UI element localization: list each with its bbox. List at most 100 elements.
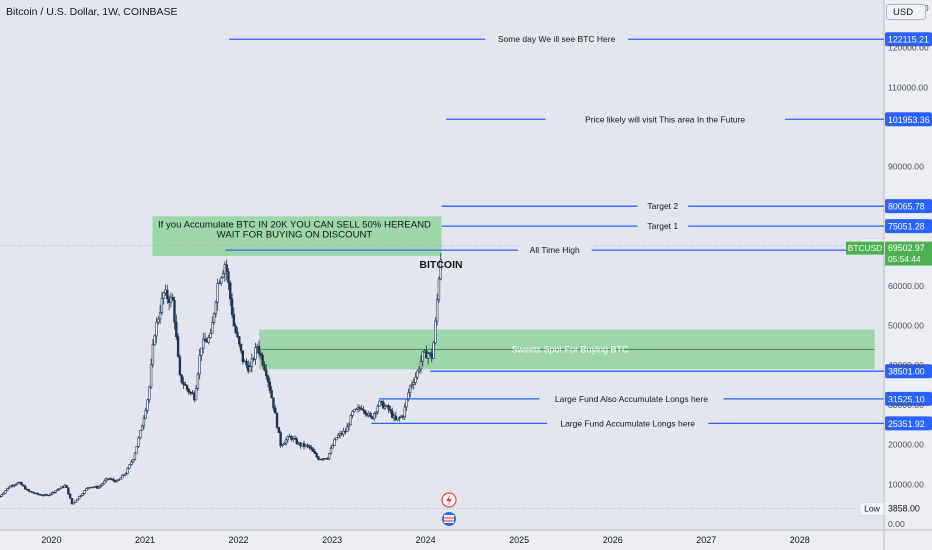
candle-body — [175, 321, 178, 337]
candle-body — [166, 289, 169, 300]
candle-body — [198, 355, 201, 375]
candle-body — [261, 355, 264, 366]
candle-body — [104, 478, 108, 482]
zone-text-line-2: WAIT FOR BUYING ON DISCOUNT — [217, 229, 373, 240]
candle-body — [4, 490, 7, 494]
candle-body — [182, 382, 185, 385]
candle-body — [144, 409, 147, 419]
candle-body — [124, 473, 128, 476]
price-tag-label: 31525.10 — [888, 394, 925, 404]
candle-body — [70, 498, 74, 505]
candle-body — [31, 491, 34, 493]
candle-body — [275, 412, 279, 428]
candle-body — [131, 459, 135, 463]
zone-1 — [152, 216, 442, 257]
candle-body — [313, 451, 317, 454]
y-tick-label: 0.00 — [888, 519, 905, 529]
level-label-bg — [547, 417, 709, 430]
candle-body — [398, 417, 401, 419]
level-label-bg — [485, 33, 628, 46]
candle-body — [184, 384, 187, 386]
candle-body — [351, 411, 354, 416]
level-label-bg — [637, 220, 689, 233]
candle-body — [439, 259, 442, 280]
price-axis-panel — [884, 0, 932, 550]
price-tag — [885, 32, 932, 47]
candle-body — [54, 490, 57, 493]
candle-body — [437, 278, 441, 301]
candle-body — [137, 437, 140, 447]
candle-body — [238, 336, 241, 345]
candle-body — [234, 325, 237, 333]
candle-body — [263, 364, 266, 371]
candle-body — [412, 382, 415, 385]
candle-body — [178, 356, 182, 376]
level-label-bg — [545, 113, 785, 126]
candle-body — [414, 376, 417, 383]
candle-body — [81, 493, 84, 496]
candle-body — [65, 484, 68, 488]
candle-body — [209, 332, 212, 339]
currency-button[interactable]: USD — [886, 4, 926, 20]
candle-body — [342, 430, 345, 435]
candle-body — [23, 485, 27, 490]
candle-body — [372, 413, 376, 420]
candle-body — [133, 452, 137, 460]
candle-body — [290, 435, 293, 440]
candle-body — [358, 407, 361, 409]
candle-body — [27, 489, 30, 492]
candle-body — [326, 458, 329, 460]
candle-body — [419, 360, 423, 370]
candle-body — [315, 453, 318, 458]
candle-body — [117, 479, 120, 481]
candle-body — [345, 426, 349, 432]
candle-body — [236, 332, 239, 337]
y-tick-label: 60000.00 — [888, 281, 924, 291]
candle-body — [221, 272, 225, 278]
candle-body — [284, 439, 288, 444]
candle-body — [101, 483, 104, 486]
candle-body — [135, 445, 138, 454]
candle-body — [13, 484, 16, 487]
candle-body — [103, 480, 106, 484]
candle-body — [349, 415, 352, 426]
candle-body — [211, 321, 214, 334]
candle-body — [232, 314, 236, 327]
candle-body — [36, 492, 39, 495]
candle-body — [245, 360, 248, 366]
candle-body — [0, 495, 2, 498]
x-tick-label: 2025 — [509, 535, 529, 545]
candle-body — [416, 370, 419, 378]
candle-body — [214, 302, 218, 314]
price-tag — [885, 112, 932, 127]
candle-body — [381, 401, 385, 409]
candle-body — [85, 488, 88, 491]
x-tick-label: 2027 — [696, 535, 716, 545]
y-tick-label: 110000.00 — [888, 82, 928, 92]
candle-body — [0, 494, 3, 497]
candle-body — [378, 400, 381, 407]
candle-body — [115, 480, 119, 483]
candle-body — [5, 488, 9, 491]
candle-body — [220, 277, 223, 284]
time-axis-panel — [0, 530, 932, 550]
candle-body — [72, 502, 75, 505]
candle-body — [216, 283, 219, 303]
candle-body — [286, 436, 290, 441]
candle-body — [337, 434, 340, 438]
level-label: Target 2 — [647, 201, 678, 211]
candle-body — [7, 486, 11, 489]
low-value: 3858.00 — [888, 504, 920, 514]
price-tag-label: 80065.78 — [888, 202, 925, 212]
candle-body — [140, 425, 144, 431]
price-tag-label: 25351.92 — [888, 419, 925, 429]
candle-body — [241, 350, 245, 362]
candle-body — [173, 299, 176, 323]
candle-body — [121, 474, 124, 479]
candle-body — [202, 338, 205, 349]
candle-body — [417, 368, 421, 372]
candle-body — [162, 292, 165, 299]
candle-body — [239, 343, 243, 352]
candle-body — [158, 312, 162, 320]
